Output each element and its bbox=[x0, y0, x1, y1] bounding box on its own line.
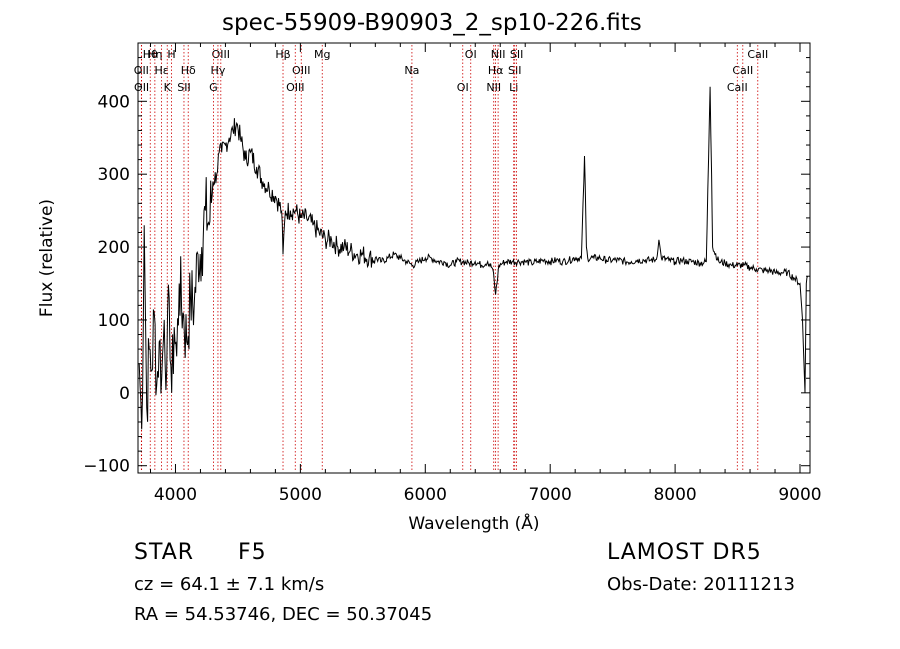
line-marker-label: Mg bbox=[314, 48, 330, 61]
chart-title: spec-55909-B90903_2_sp10-226.fits bbox=[222, 10, 642, 36]
x-tick-label: 5000 bbox=[279, 485, 322, 505]
line-marker-label: SII bbox=[177, 81, 190, 94]
line-marker-label: Hγ bbox=[211, 64, 226, 77]
line-marker-label: OI bbox=[465, 48, 477, 61]
y-tick-label: 100 bbox=[98, 311, 130, 331]
plot-frame bbox=[137, 42, 811, 474]
y-axis-label: Flux (relative) bbox=[37, 199, 57, 317]
line-marker-label: NII bbox=[486, 81, 501, 94]
line-marker-label: G bbox=[209, 81, 218, 94]
line-marker-label: SII bbox=[510, 48, 523, 61]
line-marker-label: CaII bbox=[747, 48, 768, 61]
line-marker-label: NII bbox=[491, 48, 506, 61]
line-marker-label: OIII bbox=[286, 81, 304, 94]
y-tick-label: 300 bbox=[98, 165, 130, 185]
x-tick-label: 6000 bbox=[404, 485, 447, 505]
x-tick-label: 4000 bbox=[154, 485, 197, 505]
line-marker-label: OIII bbox=[212, 48, 230, 61]
x-tick-label: 9000 bbox=[778, 485, 821, 505]
x-tick-label: 7000 bbox=[529, 485, 572, 505]
line-marker-label: SII bbox=[508, 64, 521, 77]
line-marker-label: OI bbox=[457, 81, 469, 94]
spectrum-line bbox=[138, 86, 808, 430]
redshift-info: cz = 64.1 ± 7.1 km/s bbox=[134, 574, 325, 595]
coordinates: RA = 54.53746, DEC = 50.37045 bbox=[134, 604, 433, 625]
line-marker-label: K bbox=[164, 81, 172, 94]
line-marker-label: Li bbox=[509, 81, 518, 94]
x-axis-label: Wavelength (Å) bbox=[408, 512, 539, 534]
line-marker-label: Hδ bbox=[181, 64, 196, 77]
line-marker-label: CaII bbox=[727, 81, 748, 94]
x-tick-label: 8000 bbox=[653, 485, 696, 505]
line-marker-label: OIII bbox=[292, 64, 310, 77]
line-marker-label: OII bbox=[134, 81, 149, 94]
line-marker-label: H bbox=[167, 48, 175, 61]
y-tick-label: 400 bbox=[98, 92, 130, 112]
line-marker-label: Hε bbox=[154, 64, 168, 77]
survey-label: LAMOST DR5 bbox=[607, 540, 762, 565]
line-marker-label: Hα bbox=[488, 64, 504, 77]
line-marker-label: Hβ bbox=[275, 48, 290, 61]
line-marker-label: Na bbox=[404, 64, 419, 77]
object-subclass: F5 bbox=[238, 540, 267, 565]
line-marker-label: Hη bbox=[147, 48, 162, 61]
line-marker-label: Hθ bbox=[143, 48, 158, 61]
object-class: STAR bbox=[134, 540, 195, 565]
obs-date: Obs-Date: 20111213 bbox=[607, 574, 795, 595]
y-tick-label: 0 bbox=[119, 384, 130, 404]
y-tick-label: 200 bbox=[98, 238, 130, 258]
line-marker-label: CaII bbox=[732, 64, 753, 77]
y-tick-label: −100 bbox=[83, 457, 130, 477]
